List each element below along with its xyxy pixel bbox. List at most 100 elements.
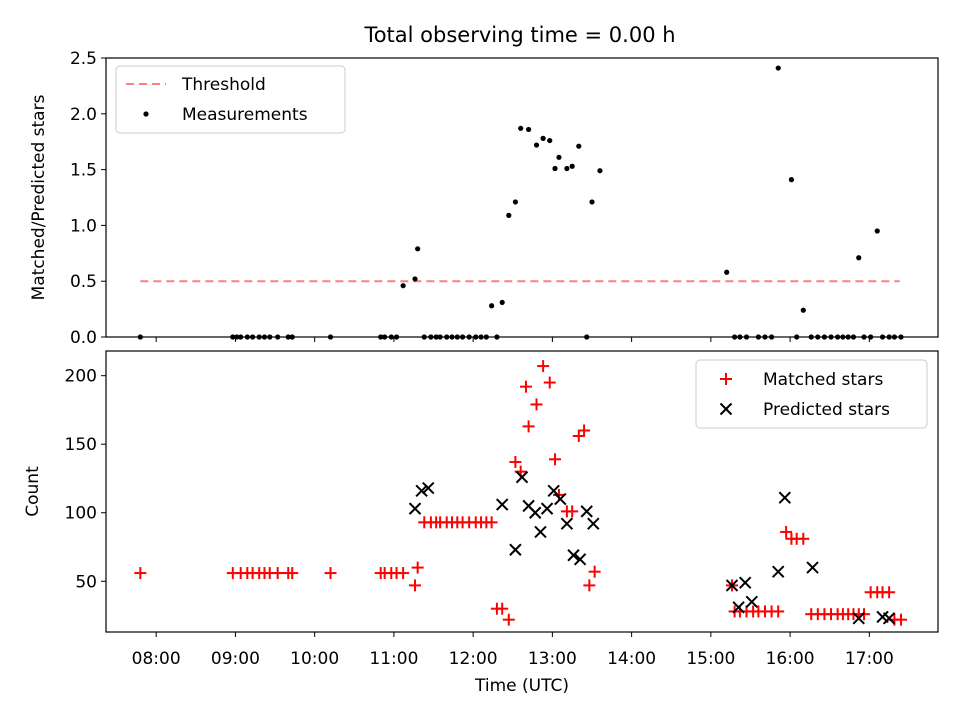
legend-matched-label: Matched stars xyxy=(763,370,883,390)
matched-star-point xyxy=(797,532,810,545)
predicted-star-point xyxy=(422,481,435,495)
count-x-tick-label: 17:00 xyxy=(845,649,894,669)
ratio-data-layer xyxy=(137,65,904,340)
measurement-point xyxy=(552,165,558,172)
predicted-star-point xyxy=(882,612,896,625)
predicted-star-point xyxy=(509,543,522,556)
predicted-star-point xyxy=(528,506,542,519)
matched-star-point xyxy=(397,567,410,580)
measurement-point xyxy=(533,142,540,148)
matched-star-point xyxy=(883,586,896,599)
legend-measurements-swatch xyxy=(143,111,149,117)
ratio-y-tick-label: 0.0 xyxy=(70,328,97,348)
predicted-star-point xyxy=(806,561,819,574)
count-x-tick-label: 12:00 xyxy=(449,649,498,669)
matched-star-point xyxy=(772,605,785,618)
matched-star-point xyxy=(588,565,601,578)
legend-predicted-label: Predicted stars xyxy=(763,400,890,420)
ratio-y-tick-label: 2.0 xyxy=(70,105,97,125)
measurement-point xyxy=(856,255,862,261)
matched-star-point xyxy=(485,516,498,529)
measurement-point xyxy=(540,135,546,141)
matched-star-point xyxy=(549,453,562,466)
measurement-point xyxy=(506,212,512,218)
predicted-star-point xyxy=(515,470,529,484)
predicted-star-point xyxy=(738,576,752,589)
matched-star-point xyxy=(286,567,299,580)
legend-threshold-label: Threshold xyxy=(181,75,266,95)
count-panel: 50 100 150 200 08:00 09:00 10:00 11:00 12:00 13:0… xyxy=(23,350,939,696)
predicted-star-point xyxy=(560,517,574,530)
measurement-point xyxy=(400,283,406,289)
measurement-point xyxy=(415,246,421,252)
ratio-panel-frame xyxy=(105,57,939,338)
ratio-y-axis-label: Matched/Predicted stars xyxy=(29,94,49,300)
predicted-star-point xyxy=(540,502,554,515)
matched-star-point xyxy=(324,567,337,580)
measurement-point xyxy=(412,276,418,282)
ratio-y-tick-label: 0.5 xyxy=(70,272,97,292)
matched-star-point xyxy=(566,505,579,518)
count-y-axis-label: Count xyxy=(23,466,43,517)
matched-star-point xyxy=(780,525,793,538)
legend-measurements-label: Measurements xyxy=(182,105,308,125)
ratio-y-tick-label: 1.0 xyxy=(70,216,97,236)
count-legend: Matched stars Predicted stars xyxy=(695,359,928,429)
legend-predicted-swatch xyxy=(719,402,733,416)
matched-star-point xyxy=(519,380,532,393)
measurement-point xyxy=(499,299,505,306)
predicted-star-point xyxy=(415,484,428,498)
matched-star-point xyxy=(543,376,556,389)
count-y-tick-label: 150 xyxy=(65,435,97,455)
ratio-y-tick-label: 1.5 xyxy=(70,161,97,181)
measurement-point xyxy=(800,307,806,313)
count-y-tick-label: 100 xyxy=(65,504,97,524)
count-x-tick-label: 08:00 xyxy=(132,649,181,669)
count-legend-box xyxy=(695,359,928,429)
measurement-point xyxy=(569,163,575,169)
measurement-point xyxy=(775,65,781,71)
predicted-star-point xyxy=(778,491,792,504)
ratio-legend: Threshold Measurements xyxy=(115,65,346,134)
predicted-star-point xyxy=(587,517,600,530)
matched-star-point xyxy=(496,602,509,615)
measurement-point xyxy=(564,165,570,172)
measurement-point xyxy=(512,199,518,205)
matched-star-point xyxy=(271,567,284,580)
matched-star-point xyxy=(134,567,147,580)
matched-star-point xyxy=(409,579,422,592)
measurement-point xyxy=(518,125,524,131)
predicted-star-point xyxy=(852,612,865,625)
matched-star-point xyxy=(502,613,515,626)
ratio-y-tick-label: 2.5 xyxy=(70,49,97,69)
measurement-point xyxy=(526,126,532,133)
measurement-point xyxy=(788,177,795,183)
count-x-axis-label: Time (UTC) xyxy=(474,676,569,696)
predicted-star-point xyxy=(745,595,758,609)
predicted-star-point xyxy=(771,565,785,578)
count-x-tick-label: 09:00 xyxy=(211,649,260,669)
predicted-star-point xyxy=(567,549,580,562)
predicted-star-point xyxy=(732,601,745,614)
count-x-tick-label: 10:00 xyxy=(290,649,339,669)
matched-star-point xyxy=(509,456,522,469)
count-x-tick-label: 11:00 xyxy=(369,649,418,669)
matched-star-point xyxy=(578,424,591,437)
measurement-point xyxy=(547,137,553,144)
predicted-star-point xyxy=(725,579,739,592)
count-panel-frame xyxy=(105,350,939,633)
predicted-star-point xyxy=(573,553,587,566)
predicted-star-point xyxy=(534,525,547,539)
measurement-point xyxy=(576,143,582,149)
predicted-star-point xyxy=(408,502,422,515)
ratio-panel: 0.0 0.5 1.0 1.5 2.0 2.5 Matched/Predicted sta… xyxy=(29,49,939,348)
count-y-tick-label: 50 xyxy=(75,572,97,592)
ratio-axes: 0.0 0.5 1.0 1.5 2.0 2.5 xyxy=(70,49,870,348)
matched-star-point xyxy=(895,613,908,626)
measurement-point xyxy=(874,228,880,234)
matched-star-point xyxy=(530,398,543,411)
measurement-point xyxy=(489,303,495,309)
matched-star-point xyxy=(537,360,550,373)
matched-star-point xyxy=(572,429,585,442)
